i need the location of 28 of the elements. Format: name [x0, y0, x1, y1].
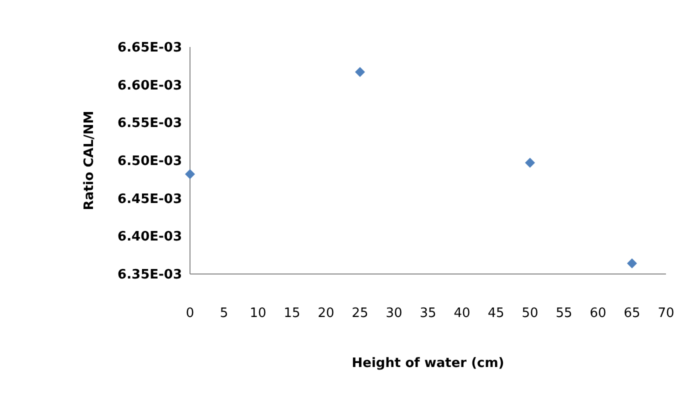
x-tick-label: 45 [488, 306, 504, 321]
point [627, 258, 637, 268]
y-tick-label: 6.45E-03 [118, 192, 182, 207]
x-tick-label: 60 [590, 306, 606, 321]
x-tick-label: 35 [420, 306, 436, 321]
y-tick-label: 6.50E-03 [118, 154, 182, 170]
y-tick-label: 6.65E-03 [118, 40, 182, 56]
x-axis-title: Height of water (cm) [352, 356, 504, 371]
y-axis-title: Ratio CAL/NM [82, 110, 97, 210]
x-tick-label: 5 [220, 306, 228, 321]
x-tick-label: 20 [318, 306, 334, 321]
x-tick-label: 25 [352, 306, 368, 321]
y-tick-label: 6.35E-03 [118, 268, 182, 283]
x-tick-label: 0 [186, 306, 194, 321]
y-tick-label: 6.55E-03 [118, 116, 182, 132]
x-tick-label: 15 [284, 306, 300, 321]
y-tick-label: 6.40E-03 [118, 230, 182, 245]
x-tick-label: 55 [556, 306, 572, 321]
x-tick-label: 10 [250, 306, 266, 321]
point [185, 169, 195, 180]
point [525, 158, 535, 168]
x-tick-label: 40 [454, 306, 470, 321]
x-tick-label: 70 [658, 306, 674, 321]
point [355, 66, 365, 77]
x-tick-label: 30 [386, 306, 402, 321]
y-tick-label: 6.60E-03 [118, 78, 182, 94]
x-tick-label: 65 [624, 306, 640, 321]
x-tick-label: 50 [522, 306, 538, 321]
